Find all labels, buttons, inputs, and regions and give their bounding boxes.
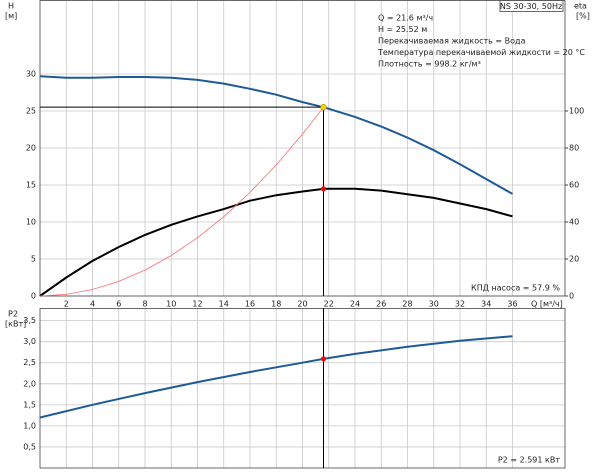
y2-axis-label: eta (574, 2, 587, 11)
y2-tick-label: 40 (569, 218, 579, 227)
y2-tick-label: 100 (569, 107, 584, 116)
plot-frame (39, 0, 566, 297)
info-line: Q = 21.6 м³/ч (378, 14, 433, 23)
y-axis-label: H (8, 2, 14, 11)
y-tick-label: 1,5 (23, 400, 36, 409)
y-tick-label: 1,0 (23, 421, 36, 430)
y2-axis-unit: [%] (576, 12, 590, 21)
curve (39, 106, 324, 297)
y-axis-unit: [кВт] (5, 320, 26, 329)
x-tick-label: 10 (166, 300, 176, 309)
y-axis-label: P2 (8, 310, 18, 319)
y-tick-label: 3,5 (23, 316, 36, 325)
y-tick-label: 25 (26, 107, 36, 116)
y-tick-label: 0,5 (23, 442, 36, 451)
x-tick-label: 32 (455, 300, 465, 309)
duty-point-p2 (321, 356, 326, 362)
info-line: Температура перекачиваемой жидкости = 20… (377, 48, 585, 57)
y-tick-label: 15 (26, 181, 36, 190)
x-tick-label: 2 (64, 300, 69, 309)
x-axis-label: Q [м³/ч] (531, 300, 563, 309)
plot-frame (39, 308, 566, 469)
chart-title: NS 30-30, 50Hz (500, 2, 562, 11)
y2-tick-label: 80 (569, 144, 579, 153)
title-box (499, 0, 564, 12)
efficiency-label: КПД насоса = 57.9 % (471, 284, 560, 293)
x-tick-label: 28 (402, 300, 412, 309)
y-tick-label: 10 (26, 218, 36, 227)
y-tick-label: 20 (26, 144, 36, 153)
x-tick-label: 30 (429, 300, 439, 309)
y2-tick-label: 20 (569, 255, 579, 264)
info-line: H = 25.52 м (378, 25, 427, 34)
x-tick-label: 24 (350, 300, 360, 309)
y-tick-label: 3,0 (23, 337, 36, 346)
x-tick-label: 20 (297, 300, 307, 309)
y-tick-label: 2,5 (23, 358, 36, 367)
x-tick-label: 12 (192, 300, 202, 309)
curve (39, 335, 513, 419)
duty-point-eta (321, 186, 326, 192)
y-tick-label: 0 (31, 292, 36, 301)
info-line: Перекачиваемая жидкость = Вода (378, 37, 526, 46)
x-tick-label: 22 (324, 300, 334, 309)
y-tick-label: 2,0 (23, 379, 36, 388)
y2-tick-label: 60 (569, 181, 579, 190)
y-tick-label: 5 (31, 255, 36, 264)
y-axis-unit: [м] (5, 12, 17, 21)
x-tick-label: 36 (507, 300, 517, 309)
power-label: P2 = 2.591 кВт (498, 456, 560, 465)
y-tick-label: 30 (26, 70, 36, 79)
duty-point-h (320, 103, 327, 111)
y2-tick-label: 0 (569, 292, 574, 301)
x-tick-label: 14 (219, 300, 229, 309)
x-tick-label: 34 (481, 300, 491, 309)
x-tick-label: 18 (271, 300, 281, 309)
curve (39, 75, 513, 195)
x-tick-label: 26 (376, 300, 386, 309)
x-tick-label: 16 (245, 300, 255, 309)
x-tick-label: 8 (142, 300, 147, 309)
x-tick-label: 4 (90, 300, 95, 309)
x-tick-label: 6 (116, 300, 121, 309)
info-line: Плотность = 998.2 кг/м³ (378, 60, 481, 69)
curve (39, 187, 513, 297)
